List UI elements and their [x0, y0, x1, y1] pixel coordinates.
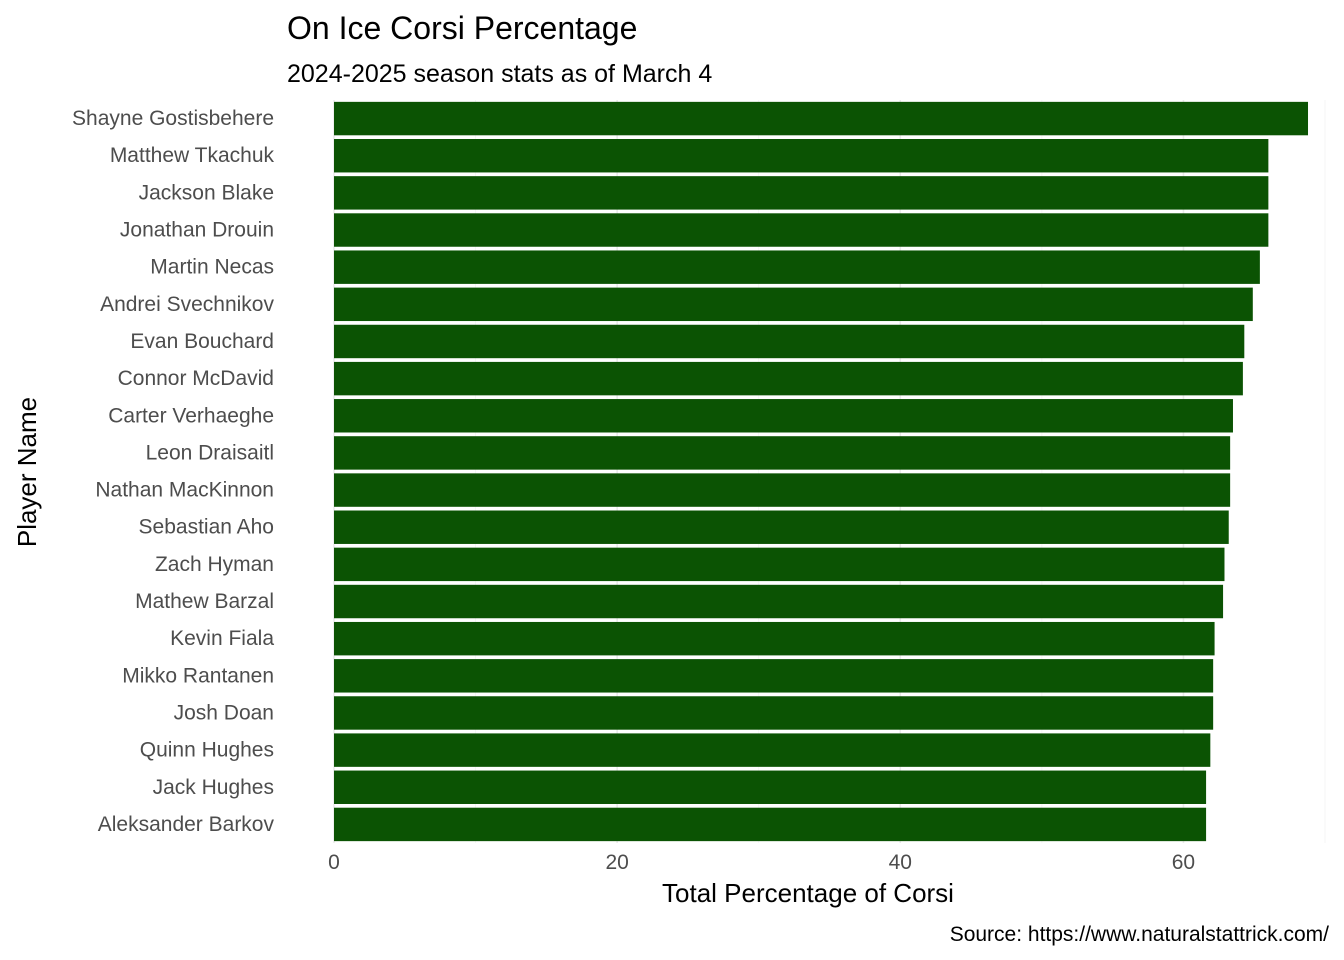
x-tick-label: 40: [889, 851, 912, 874]
category-label: Zach Hyman: [155, 553, 274, 576]
x-tick-labels: 0 20 40 60: [328, 851, 1195, 874]
x-tick-label: 60: [1172, 851, 1195, 874]
category-label: Leon Draisaitl: [146, 441, 274, 464]
bar: [334, 213, 1269, 247]
bar: [334, 139, 1269, 173]
x-tick-label: 20: [605, 851, 628, 874]
bar: [334, 621, 1215, 656]
chart-subtitle: 2024-2025 season stats as of March 4: [287, 60, 712, 88]
bar: [334, 659, 1214, 693]
bar: [334, 287, 1253, 322]
bar: [334, 696, 1214, 730]
bar: [334, 584, 1224, 619]
bar: [334, 250, 1260, 284]
category-label: Josh Doan: [174, 701, 274, 724]
grid-lines: [333, 100, 1326, 843]
bar: [334, 399, 1233, 433]
category-label: Mikko Rantanen: [122, 664, 274, 687]
y-axis-title: Player Name: [12, 397, 42, 547]
x-axis-title: Total Percentage of Corsi: [662, 878, 954, 908]
source-caption: Source: https://www.naturalstattrick.com…: [950, 923, 1329, 946]
bar: [334, 101, 1309, 136]
category-label: Mathew Barzal: [135, 590, 274, 613]
bar: [334, 361, 1243, 396]
category-label: Andrei Svechnikov: [100, 293, 274, 316]
bar: [334, 807, 1207, 842]
category-label: Jack Hughes: [153, 776, 274, 799]
category-label: Connor McDavid: [118, 367, 274, 390]
bar: [334, 510, 1229, 544]
x-tick-label: 0: [328, 851, 340, 874]
category-label: Kevin Fiala: [170, 627, 274, 650]
bar: [334, 176, 1269, 210]
bar: [334, 770, 1207, 804]
category-label: Evan Bouchard: [130, 330, 274, 353]
bar: [334, 473, 1231, 507]
bar: [334, 324, 1245, 359]
category-labels: Shayne Gostisbehere Matthew Tkachuk Jackso…: [72, 107, 274, 836]
category-label: Quinn Hughes: [140, 739, 274, 762]
category-label: Jonathan Drouin: [120, 219, 274, 242]
bar: [334, 733, 1211, 767]
category-label: Nathan MacKinnon: [95, 479, 274, 502]
category-label: Jackson Blake: [139, 181, 274, 204]
category-label: Shayne Gostisbehere: [72, 107, 274, 130]
category-label: Matthew Tkachuk: [110, 144, 275, 167]
bars-group: [334, 101, 1309, 842]
chart-title: On Ice Corsi Percentage: [287, 10, 637, 46]
bar: [334, 547, 1225, 582]
category-label: Aleksander Barkov: [98, 813, 275, 836]
category-label: Carter Verhaeghe: [108, 404, 274, 427]
bar: [334, 436, 1231, 470]
category-label: Martin Necas: [150, 256, 274, 279]
category-label: Sebastian Aho: [139, 516, 274, 539]
